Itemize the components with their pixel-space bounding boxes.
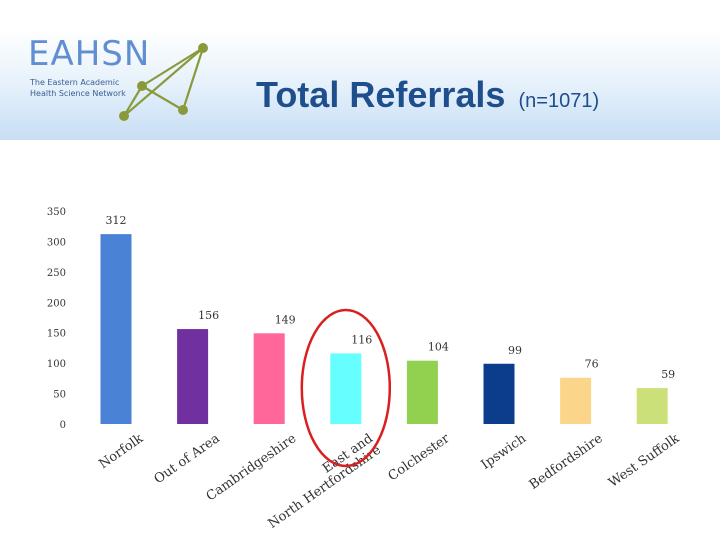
data-label: 104 (428, 341, 449, 354)
x-tick-label: Norfolk (96, 431, 146, 472)
bar (330, 353, 362, 424)
bar-series (100, 234, 668, 424)
eahsn-logo: EAHSN The Eastern Academic Health Scienc… (28, 34, 228, 134)
data-labels: 312 156 149 116 104 99 76 59 (106, 214, 676, 381)
y-tick-label: 0 (60, 420, 66, 431)
x-tick-label: West Suffolk (606, 431, 682, 491)
data-label: 99 (508, 344, 522, 357)
y-tick-label: 50 (53, 390, 66, 401)
data-label: 116 (351, 333, 372, 346)
highlight-annotation (300, 308, 392, 468)
x-tick-label: Bedfordshire (527, 431, 606, 493)
logo-wordmark: EAHSN (28, 34, 151, 74)
chart-title: Total Referrals (256, 74, 506, 115)
bar (177, 329, 209, 424)
y-tick-label: 250 (47, 268, 66, 279)
bar (560, 377, 592, 424)
x-tick-label: Out of Area (152, 431, 223, 487)
bar (483, 363, 515, 424)
data-label: 312 (106, 214, 127, 227)
logo-subtitle-line1: The Eastern Academic (30, 78, 120, 87)
y-axis: 0 50 100 150 200 250 300 350 (47, 207, 66, 431)
bar (253, 333, 285, 424)
bar (636, 388, 668, 424)
logo-subtitle-line2: Health Science Network (30, 89, 126, 98)
highlight-ellipse (300, 308, 392, 468)
y-tick-label: 150 (47, 329, 66, 340)
x-tick-label: Ipswich (479, 431, 530, 473)
title-block: Total Referrals (n=1071) (256, 74, 599, 116)
data-label: 59 (661, 368, 675, 381)
bar (100, 234, 132, 424)
x-tick-label: Colchester (386, 431, 453, 485)
y-tick-label: 350 (47, 207, 66, 218)
data-label: 149 (275, 313, 296, 326)
bar (406, 360, 438, 424)
header-banner: EAHSN The Eastern Academic Health Scienc… (0, 0, 720, 140)
y-tick-label: 200 (47, 298, 66, 309)
network-graph-icon (119, 43, 208, 121)
y-tick-label: 300 (47, 237, 66, 248)
data-label: 156 (198, 309, 219, 322)
chart-subtitle: (n=1071) (518, 90, 600, 112)
y-tick-label: 100 (47, 359, 66, 370)
data-label: 76 (585, 358, 599, 371)
